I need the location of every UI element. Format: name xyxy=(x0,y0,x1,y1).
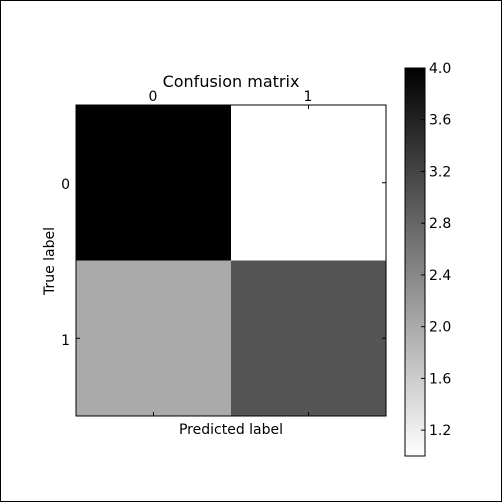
y-tick-label-0: 0 xyxy=(61,177,70,193)
heatmap-cell-0-0 xyxy=(76,105,231,261)
colorbar xyxy=(405,68,425,456)
colorbar-ticks: 1.2 1.6 2.0 2.4 2.8 3.2 3.6 4.0 xyxy=(421,61,451,439)
chart-title: Confusion matrix xyxy=(163,72,300,91)
heatmap-cells xyxy=(76,105,386,416)
heatmap-cell-1-1 xyxy=(231,260,386,416)
colorbar-tick-label: 1.2 xyxy=(429,423,451,439)
y-tick-label-1: 1 xyxy=(61,333,70,349)
colorbar-frame xyxy=(404,67,426,457)
heatmap-cell-0-1 xyxy=(231,105,386,261)
colorbar-tick-label: 4.0 xyxy=(429,61,451,77)
colorbar-tick-label: 3.2 xyxy=(429,164,451,180)
colorbar-tick-label: 2.8 xyxy=(429,216,451,232)
x-tick-label-0: 0 xyxy=(149,89,158,105)
colorbar-tick-label: 1.6 xyxy=(429,371,451,387)
heatmap-frame xyxy=(75,104,387,417)
heatmap-cell-1-0 xyxy=(76,260,231,416)
y-axis-label: True label xyxy=(42,227,58,296)
x-axis-label: Predicted label xyxy=(179,422,283,438)
x-tick-label-1: 1 xyxy=(304,89,313,105)
colorbar-tick-label: 3.6 xyxy=(429,113,451,129)
colorbar-tick-label: 2.0 xyxy=(429,320,451,336)
colorbar-tick-label: 2.4 xyxy=(429,268,451,284)
heatmap-tick-marks xyxy=(76,105,386,416)
